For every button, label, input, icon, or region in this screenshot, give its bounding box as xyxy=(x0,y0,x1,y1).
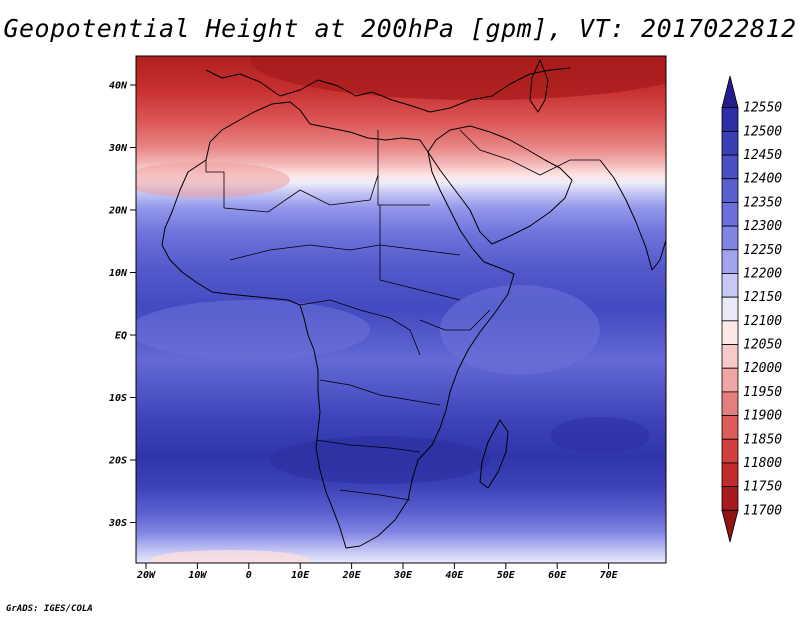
border-east xyxy=(419,309,491,331)
lon-tick-label: 60E xyxy=(548,570,567,581)
colorbar-label: 11700 xyxy=(743,503,782,518)
colorbar-label: 12550 xyxy=(743,101,782,116)
colorbar-label: 12100 xyxy=(743,314,782,329)
lon-tick-label: 40E xyxy=(445,570,464,581)
lat-tick-label: 10N xyxy=(109,268,128,279)
border-libya-egypt xyxy=(377,130,430,206)
border-mali-algeria xyxy=(223,174,379,213)
colorbar-label: 12350 xyxy=(743,195,782,210)
colorbar-box xyxy=(721,130,739,156)
colorbar-label: 12450 xyxy=(743,148,782,163)
border-congo xyxy=(299,299,421,356)
lat-tick-label: 40N xyxy=(109,81,128,92)
map-field xyxy=(136,56,666,563)
colorbar-label: 11750 xyxy=(743,480,782,495)
colorbar-label: 12000 xyxy=(743,361,782,376)
colorbar-box xyxy=(721,296,739,322)
sahara-anomaly xyxy=(136,162,290,198)
coastlines xyxy=(161,59,666,549)
lon-tick-label: 30E xyxy=(393,570,413,581)
lon-tick-label: 10W xyxy=(188,570,207,581)
border-middle-east xyxy=(459,129,600,176)
lat-tick-label: 10S xyxy=(109,393,127,404)
colorbar: 12550 12500 12450 12400 12350 12300 12250 12200… xyxy=(721,75,782,543)
north-high-blob xyxy=(250,56,666,100)
lon-tick-label: 50E xyxy=(497,570,516,581)
colorbar-box xyxy=(721,225,739,251)
colorbar-box xyxy=(721,344,739,369)
caspian-outline xyxy=(529,59,549,113)
colorbar-label: 12250 xyxy=(743,243,782,258)
colorbar-box xyxy=(721,249,739,274)
colorbar-box xyxy=(721,438,739,464)
equatorial-anomaly xyxy=(136,300,370,360)
south-low-blob-2 xyxy=(550,417,650,453)
colorbar-box xyxy=(721,273,739,298)
lat-tick-label: EQ xyxy=(115,331,127,342)
colorbar-box xyxy=(721,154,739,180)
india-outline xyxy=(599,159,666,271)
border-namibia-sa xyxy=(339,489,411,501)
colorbar-label: 12050 xyxy=(743,338,782,353)
colorbar-top-arrow xyxy=(721,75,739,109)
africa-outline xyxy=(161,101,515,549)
lat-tick-label: 30S xyxy=(108,518,127,529)
madagascar-outline xyxy=(479,419,509,489)
colorbar-label: 12300 xyxy=(743,219,782,234)
colorbar-box xyxy=(721,107,739,132)
map-frame xyxy=(135,55,667,564)
colorbar-label: 12500 xyxy=(743,124,782,139)
colorbar-label: 11900 xyxy=(743,409,782,424)
lon-tick-label: 20W xyxy=(136,570,156,581)
border-west-sahara xyxy=(205,160,225,208)
south-low-blob xyxy=(270,436,490,484)
colorbar-box xyxy=(721,391,739,416)
colorbar-box xyxy=(721,320,739,345)
chart-title: Geopotential Height at 200hPa [gpm], VT:… xyxy=(3,14,797,43)
colorbar-box xyxy=(721,367,739,393)
country-borders xyxy=(205,129,600,501)
indian-ocean-anomaly xyxy=(440,285,600,375)
axis-ticks xyxy=(130,84,610,569)
europe-coast xyxy=(205,67,571,113)
lon-tick-label: 10E xyxy=(291,570,310,581)
colorbar-box xyxy=(721,178,739,203)
colorbar-label: 12400 xyxy=(743,172,782,187)
footer-credit: GrADS: IGES/COLA xyxy=(6,604,93,614)
lat-tick-label: 20N xyxy=(108,206,128,217)
colorbar-label: 11800 xyxy=(743,456,782,471)
lon-tick-label: 20E xyxy=(342,570,362,581)
colorbar-box xyxy=(721,415,739,440)
axis-labels: 40N 30N 20N 10N EQ 10S 20S 30S 20W 10W 0 10E 20E 30E 4… xyxy=(108,81,619,582)
arabia-outline xyxy=(427,125,573,245)
lon-tick-label: 70E xyxy=(600,570,619,581)
lat-tick-label: 30N xyxy=(108,143,128,154)
colorbar-box xyxy=(721,202,739,227)
border-central xyxy=(319,379,441,406)
colorbar-label: 12200 xyxy=(743,266,782,281)
south-pink-patch xyxy=(150,550,310,563)
border-sudan xyxy=(379,205,461,301)
border-sahel xyxy=(229,244,461,261)
colorbar-label: 11850 xyxy=(743,432,782,447)
colorbar-label: 11950 xyxy=(743,385,782,400)
border-south xyxy=(315,439,421,453)
colorbar-label: 12150 xyxy=(743,290,782,305)
colorbar-bottom-arrow xyxy=(721,509,739,543)
colorbar-box xyxy=(721,486,739,511)
lon-tick-label: 0 xyxy=(246,570,252,581)
lat-tick-label: 20S xyxy=(108,456,127,467)
colorbar-box xyxy=(721,462,739,488)
